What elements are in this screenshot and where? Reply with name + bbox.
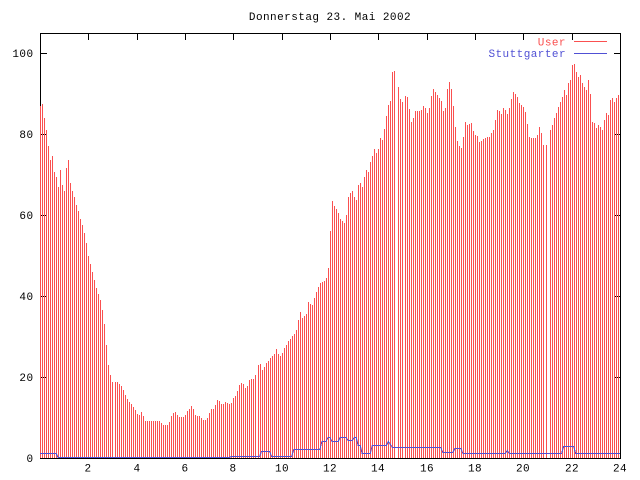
svg-text:4: 4 xyxy=(133,464,140,476)
svg-text:100: 100 xyxy=(12,49,33,61)
svg-text:22: 22 xyxy=(565,464,579,476)
svg-text:2: 2 xyxy=(84,464,91,476)
svg-text:0: 0 xyxy=(26,454,33,466)
svg-text:14: 14 xyxy=(371,464,385,476)
svg-text:Stuttgarter: Stuttgarter xyxy=(488,49,566,61)
svg-text:20: 20 xyxy=(516,464,530,476)
svg-text:20: 20 xyxy=(19,373,33,385)
svg-text:6: 6 xyxy=(181,464,188,476)
svg-text:16: 16 xyxy=(420,464,434,476)
svg-text:12: 12 xyxy=(323,464,337,476)
svg-text:8: 8 xyxy=(229,464,236,476)
svg-text:24: 24 xyxy=(613,464,627,476)
svg-text:User: User xyxy=(538,37,566,49)
svg-text:Donnerstag 23. Mai 2002: Donnerstag 23. Mai 2002 xyxy=(249,12,411,24)
svg-text:80: 80 xyxy=(19,130,33,142)
svg-text:40: 40 xyxy=(19,292,33,304)
svg-text:18: 18 xyxy=(468,464,482,476)
svg-text:10: 10 xyxy=(275,464,289,476)
svg-text:60: 60 xyxy=(19,211,33,223)
